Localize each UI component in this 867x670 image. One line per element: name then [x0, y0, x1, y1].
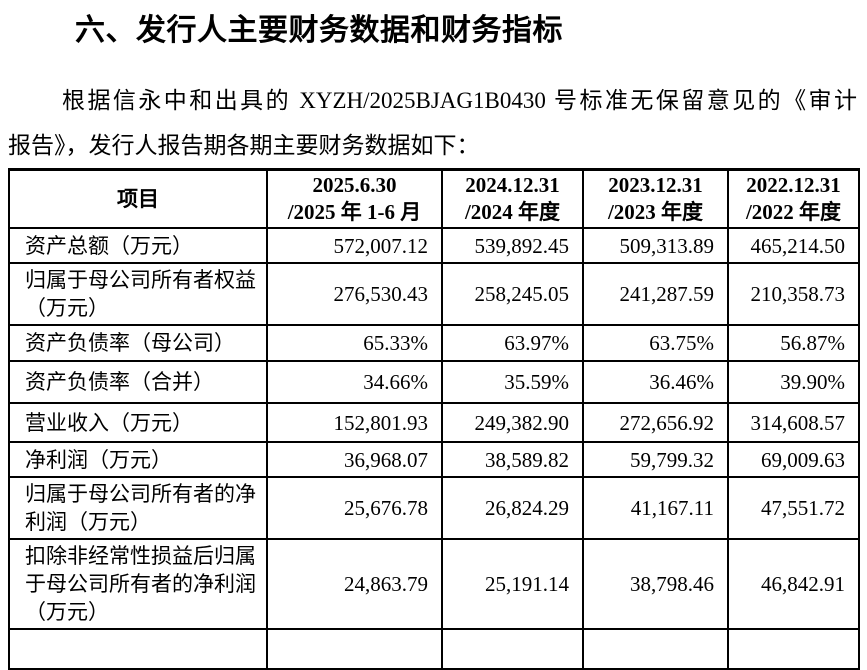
partial-next-row: [8, 628, 860, 669]
cell-value: 47,551.72: [727, 476, 860, 540]
intro-paragraph: 根据信永中和出具的 XYZH/2025BJAG1B0430 号标准无保留意见的《…: [8, 78, 857, 168]
column-header: 项目: [8, 168, 268, 229]
cell-value: 24,863.79: [266, 538, 443, 630]
cell-value: 241,287.59: [582, 262, 729, 326]
table-row: 营业收入（万元） 152,801.93 249,382.90 272,656.92 31…: [8, 402, 860, 443]
cell-value: 276,530.43: [266, 262, 443, 326]
cell-value: 272,656.92: [582, 402, 729, 443]
row-label: 资产负债率（合并）: [8, 360, 268, 404]
cell-value: 314,608.57: [727, 402, 860, 443]
cell-value: 152,801.93: [266, 402, 443, 443]
row-label: 资产负债率（母公司）: [8, 324, 268, 362]
table-row: 归属于母公司所有者权益（万元） 276,530.43 258,245.05 241,2…: [8, 262, 860, 326]
cell-value: 38,589.82: [441, 441, 584, 478]
row-label: 资产总额（万元）: [8, 227, 268, 264]
table-row: 资产负债率（合并） 34.66% 35.59% 36.46% 39.90%: [8, 360, 860, 404]
cell-value: 210,358.73: [727, 262, 860, 326]
cell-value: 41,167.11: [582, 476, 729, 540]
column-header-line1: 2022.12.31: [746, 173, 841, 197]
cell-value: [727, 628, 860, 669]
column-header-line1: 2023.12.31: [608, 173, 703, 197]
cell-value: 63.97%: [441, 324, 584, 362]
cell-value: 539,892.45: [441, 227, 584, 264]
column-header-line2: /2022 年度: [745, 200, 842, 224]
document-page: 六、发行人主要财务数据和财务指标 根据信永中和出具的 XYZH/2025BJAG…: [0, 13, 867, 670]
cell-value: [582, 628, 729, 669]
cell-value: 56.87%: [727, 324, 860, 362]
row-label: [8, 628, 268, 669]
column-header-line2: /2024 年度: [464, 200, 561, 224]
cell-value: 36,968.07: [266, 441, 443, 478]
cell-value: 63.75%: [582, 324, 729, 362]
table-row: 归属于母公司所有者的净利润（万元） 25,676.78 26,824.29 41,16…: [8, 476, 860, 540]
table-row: 资产总额（万元） 572,007.12 539,892.45 509,313.89 46…: [8, 227, 860, 264]
table-row: 资产负债率（母公司） 65.33% 63.97% 63.75% 56.87%: [8, 324, 860, 362]
paragraph-line-2: 报告》，发行人报告期各期主要财务数据如下：: [8, 133, 480, 158]
paragraph-line-1: 根据信永中和出具的 XYZH/2025BJAG1B0430 号标准无保留意见的《…: [62, 88, 857, 113]
cell-value: 465,214.50: [727, 227, 860, 264]
column-header-line2: /2025 年 1-6 月: [287, 200, 422, 224]
column-header-line2: /2023 年度: [607, 200, 704, 224]
cell-value: 39.90%: [727, 360, 860, 404]
section-heading: 六、发行人主要财务数据和财务指标: [75, 14, 563, 47]
cell-value: [441, 628, 584, 669]
column-header-line1: 2024.12.31: [465, 173, 560, 197]
column-header: 2023.12.31/2023 年度: [582, 168, 729, 229]
row-label: 归属于母公司所有者权益（万元）: [8, 262, 268, 326]
row-label: 营业收入（万元）: [8, 402, 268, 443]
cell-value: [266, 628, 443, 669]
cell-value: 25,676.78: [266, 476, 443, 540]
cell-value: 26,824.29: [441, 476, 584, 540]
table-row: 扣除非经常性损益后归属于母公司所有者的净利润（万元） 24,863.79 25,19…: [8, 538, 860, 630]
cell-value: 249,382.90: [441, 402, 584, 443]
table-row: 净利润（万元） 36,968.07 38,589.82 59,799.32 69,009…: [8, 441, 860, 478]
column-header-line1: 2025.6.30: [312, 173, 397, 197]
cell-value: 509,313.89: [582, 227, 729, 264]
column-header: 2022.12.31/2022 年度: [727, 168, 860, 229]
row-label: 扣除非经常性损益后归属于母公司所有者的净利润（万元）: [8, 538, 268, 630]
row-label: 归属于母公司所有者的净利润（万元）: [8, 476, 268, 540]
column-header: 2025.6.30/2025 年 1-6 月: [266, 168, 443, 229]
cell-value: 258,245.05: [441, 262, 584, 326]
cell-value: 35.59%: [441, 360, 584, 404]
column-header-line1: 项目: [117, 186, 159, 211]
cell-value: 36.46%: [582, 360, 729, 404]
financial-data-table: 项目 2025.6.30/2025 年 1-6 月 2024.12.31/2024 …: [8, 168, 860, 670]
table-header-row: 项目 2025.6.30/2025 年 1-6 月 2024.12.31/2024 …: [8, 168, 860, 229]
cell-value: 34.66%: [266, 360, 443, 404]
column-header: 2024.12.31/2024 年度: [441, 168, 584, 229]
cell-value: 59,799.32: [582, 441, 729, 478]
cell-value: 69,009.63: [727, 441, 860, 478]
cell-value: 46,842.91: [727, 538, 860, 630]
cell-value: 572,007.12: [266, 227, 443, 264]
cell-value: 25,191.14: [441, 538, 584, 630]
row-label: 净利润（万元）: [8, 441, 268, 478]
cell-value: 65.33%: [266, 324, 443, 362]
cell-value: 38,798.46: [582, 538, 729, 630]
